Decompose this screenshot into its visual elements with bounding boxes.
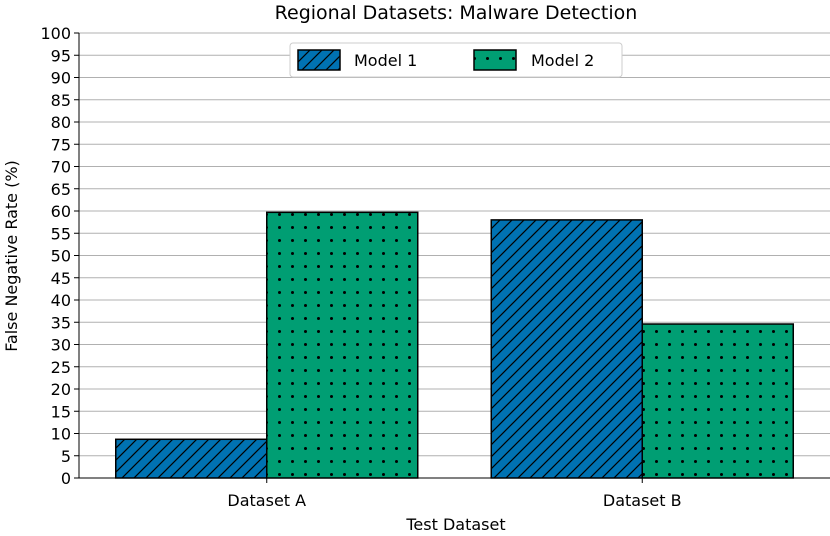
y-tick-label: 40 <box>51 291 71 310</box>
legend-label-model-2: Model 2 <box>531 51 594 70</box>
y-tick-label: 5 <box>61 447 71 466</box>
y-tick-label: 50 <box>51 247 71 266</box>
x-tick-label: Dataset B <box>603 491 682 510</box>
y-tick-label: 25 <box>51 358 71 377</box>
bar-model-1-dataset-a <box>115 438 268 479</box>
y-tick-label: 95 <box>51 46 71 65</box>
legend: Model 1 Model 2 <box>289 42 623 78</box>
legend-swatch-model-1 <box>297 49 341 71</box>
y-tick-label: 20 <box>51 380 71 399</box>
y-tick-label: 100 <box>40 24 71 43</box>
bar-model-2-dataset-a <box>266 211 419 479</box>
y-ticks: 0 5 10 15 20 25 30 35 40 45 50 55 60 65 70 75 80 85 90 95 10… <box>40 24 79 488</box>
y-tick-label: 30 <box>51 336 71 355</box>
y-tick-label: 15 <box>51 402 71 421</box>
legend-frame <box>289 42 623 78</box>
bar-model-2-dataset-b <box>641 323 794 479</box>
y-tick-label: 80 <box>51 113 71 132</box>
y-tick-label: 75 <box>51 135 71 154</box>
y-tick-label: 55 <box>51 224 71 243</box>
y-tick-label: 85 <box>51 91 71 110</box>
y-tick-label: 35 <box>51 313 71 332</box>
y-tick-label: 45 <box>51 269 71 288</box>
chart-title: Regional Datasets: Malware Detection <box>275 2 638 24</box>
y-tick-label: 10 <box>51 425 71 444</box>
bars <box>115 211 794 479</box>
x-ticks: Dataset A Dataset B <box>227 478 682 510</box>
y-tick-label: 60 <box>51 202 71 221</box>
y-tick-label: 65 <box>51 180 71 199</box>
y-tick-label: 90 <box>51 69 71 88</box>
grid-lines <box>79 32 830 479</box>
x-axis-label: Test Dataset <box>405 515 505 534</box>
legend-swatch-model-2 <box>473 49 517 71</box>
legend-label-model-1: Model 1 <box>354 51 417 70</box>
bar-model-1-dataset-b <box>490 219 643 479</box>
y-tick-label: 70 <box>51 158 71 177</box>
y-axis-label: False Negative Rate (%) <box>2 160 21 352</box>
y-tick-label: 0 <box>61 469 71 488</box>
x-tick-label: Dataset A <box>227 491 306 510</box>
